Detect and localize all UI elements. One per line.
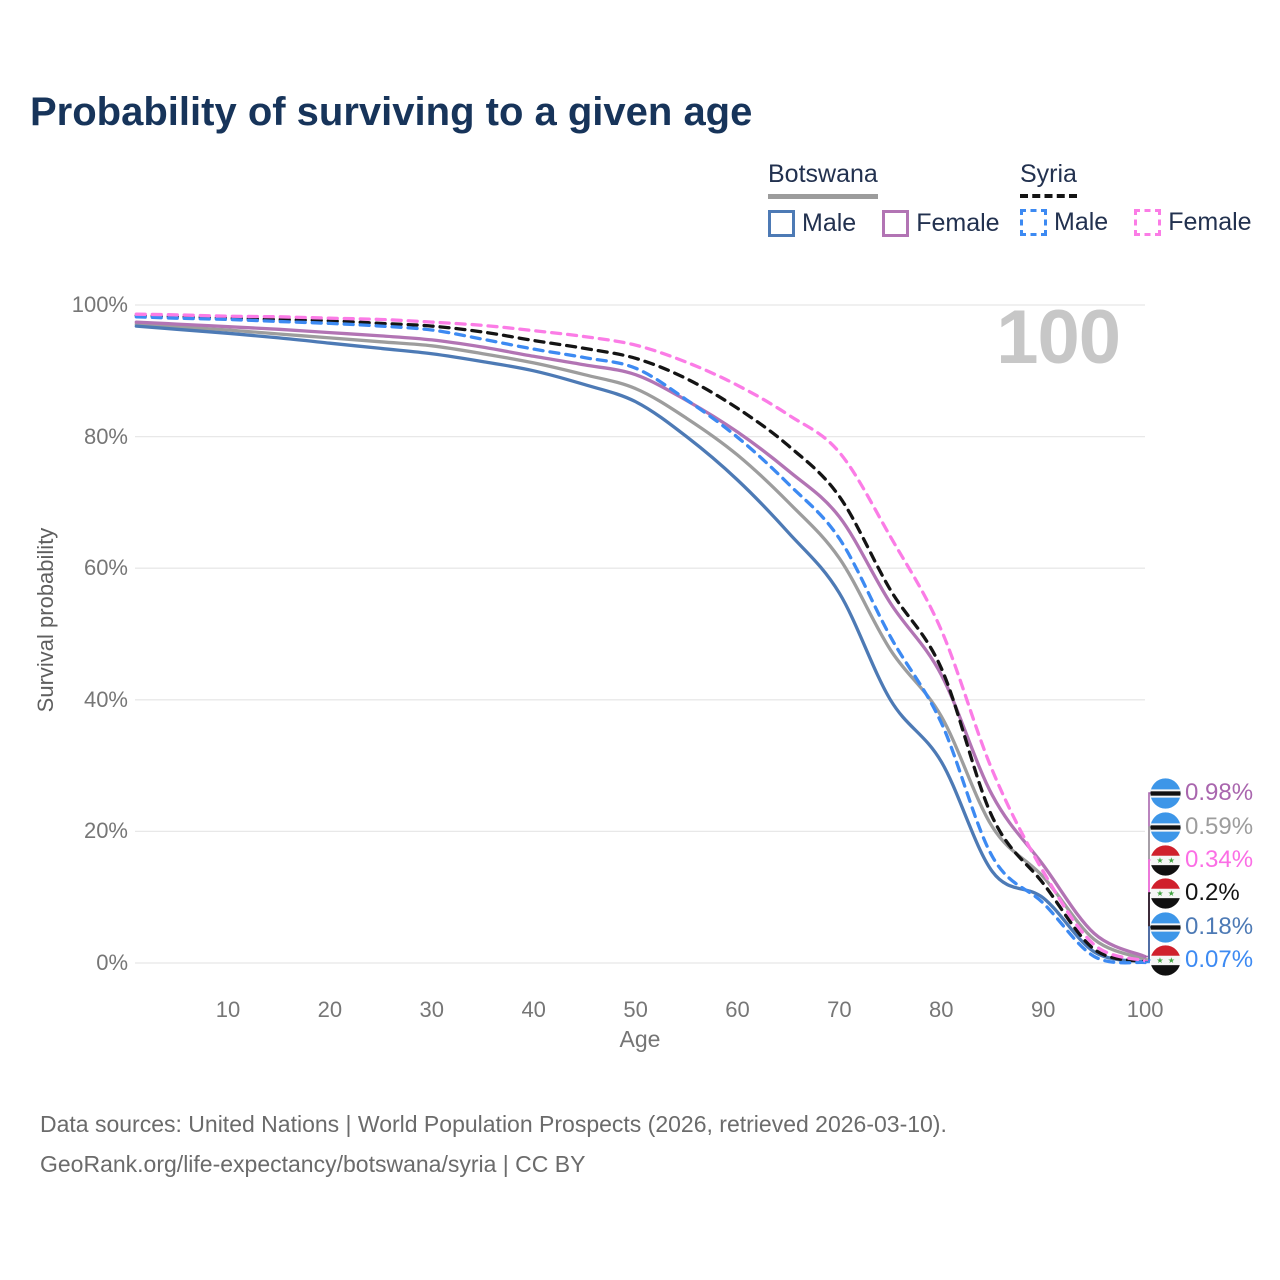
end-value: 0.59% xyxy=(1185,813,1254,840)
legend-items: Male Female xyxy=(768,209,1000,238)
y-tick-label: 60% xyxy=(83,555,128,581)
legend-country-label[interactable]: Syria xyxy=(1020,160,1077,198)
y-tick-label: 0% xyxy=(96,950,128,975)
svg-text:★: ★ xyxy=(1156,956,1163,965)
x-tick-label: 60 xyxy=(725,997,750,1022)
footer-sources: Data sources: United Nations | World Pop… xyxy=(40,1111,947,1137)
syria-flag-icon: ★ ★ xyxy=(1150,844,1181,876)
x-axis-title: Age xyxy=(619,1026,661,1052)
end-label-syria_total: ★ ★ 0.2% xyxy=(1150,877,1240,909)
x-tick-label: 100 xyxy=(1126,997,1164,1022)
svg-text:★: ★ xyxy=(1168,956,1175,965)
legend-item-label: Male xyxy=(802,209,857,237)
footer-attribution: GeoRank.org/life-expectancy/botswana/syr… xyxy=(40,1151,586,1178)
end-value: 0.18% xyxy=(1185,913,1254,940)
legend-swatch xyxy=(882,210,910,237)
legend-item-syria-male[interactable]: Male xyxy=(1020,208,1108,237)
legend-group-botswana: Botswana Male Female xyxy=(768,160,1000,238)
series-line-botswana_male xyxy=(134,324,1147,964)
end-value: 0.34% xyxy=(1185,846,1254,873)
svg-text:★: ★ xyxy=(1156,889,1163,898)
x-tick-label: 20 xyxy=(317,997,343,1022)
end-label-syria_female: ★ ★ 0.34% xyxy=(1150,844,1253,876)
botswana-flag-icon xyxy=(1150,911,1181,943)
syria-flag-icon: ★ ★ xyxy=(1150,877,1181,909)
age-watermark: 100 xyxy=(996,295,1121,380)
series-line-syria_total xyxy=(134,313,1147,964)
svg-text:★: ★ xyxy=(1168,889,1175,898)
end-label-botswana_total: 0.59% xyxy=(1150,811,1253,843)
legend-item-label: Female xyxy=(916,209,1000,237)
legend-item-syria-female[interactable]: Female xyxy=(1134,208,1252,237)
legend-item-label: Female xyxy=(1168,208,1252,236)
x-tick-label: 50 xyxy=(623,997,648,1022)
legend-swatch xyxy=(1020,209,1047,236)
svg-text:★: ★ xyxy=(1168,856,1175,865)
x-tick-label: 40 xyxy=(521,997,546,1022)
page-title: Probability of surviving to a given age xyxy=(30,90,753,134)
end-value: 0.98% xyxy=(1185,779,1254,806)
legend-swatch xyxy=(768,210,795,237)
end-value: 0.2% xyxy=(1185,879,1240,906)
botswana-flag-icon xyxy=(1150,811,1181,843)
y-tick-label: 40% xyxy=(83,686,128,712)
y-tick-label: 80% xyxy=(83,423,128,449)
series-line-botswana_total xyxy=(134,322,1147,961)
svg-text:★: ★ xyxy=(1156,856,1163,865)
end-label-botswana_male: 0.18% xyxy=(1150,911,1253,943)
end-value: 0.07% xyxy=(1185,946,1254,973)
botswana-flag-icon xyxy=(1150,777,1181,809)
y-tick-label: 20% xyxy=(83,818,128,844)
legend-items: Male Female xyxy=(1020,208,1252,237)
x-tick-label: 30 xyxy=(419,997,445,1022)
series-line-syria_female xyxy=(134,312,1147,963)
footer: Data sources: United Nations | World Pop… xyxy=(40,1104,947,1185)
end-label-botswana_female: 0.98% xyxy=(1150,777,1253,809)
x-tick-label: 10 xyxy=(215,997,241,1022)
series-line-syria_male xyxy=(134,315,1147,965)
legend-swatch xyxy=(1134,209,1162,236)
x-tick-label: 70 xyxy=(827,997,852,1022)
legend-group-syria: Syria Male Female xyxy=(1020,160,1252,237)
x-tick-label: 90 xyxy=(1030,997,1056,1022)
legend-item-botswana-male[interactable]: Male xyxy=(768,209,856,238)
legend-item-botswana-female[interactable]: Female xyxy=(882,209,1000,238)
y-tick-label: 100% xyxy=(71,292,128,317)
syria-flag-icon: ★ ★ xyxy=(1150,944,1181,976)
legend-item-label: Male xyxy=(1054,208,1109,236)
x-tick-label: 80 xyxy=(929,997,954,1022)
end-label-syria_male: ★ ★ 0.07% xyxy=(1150,944,1253,976)
legend-country-label[interactable]: Botswana xyxy=(768,160,878,199)
